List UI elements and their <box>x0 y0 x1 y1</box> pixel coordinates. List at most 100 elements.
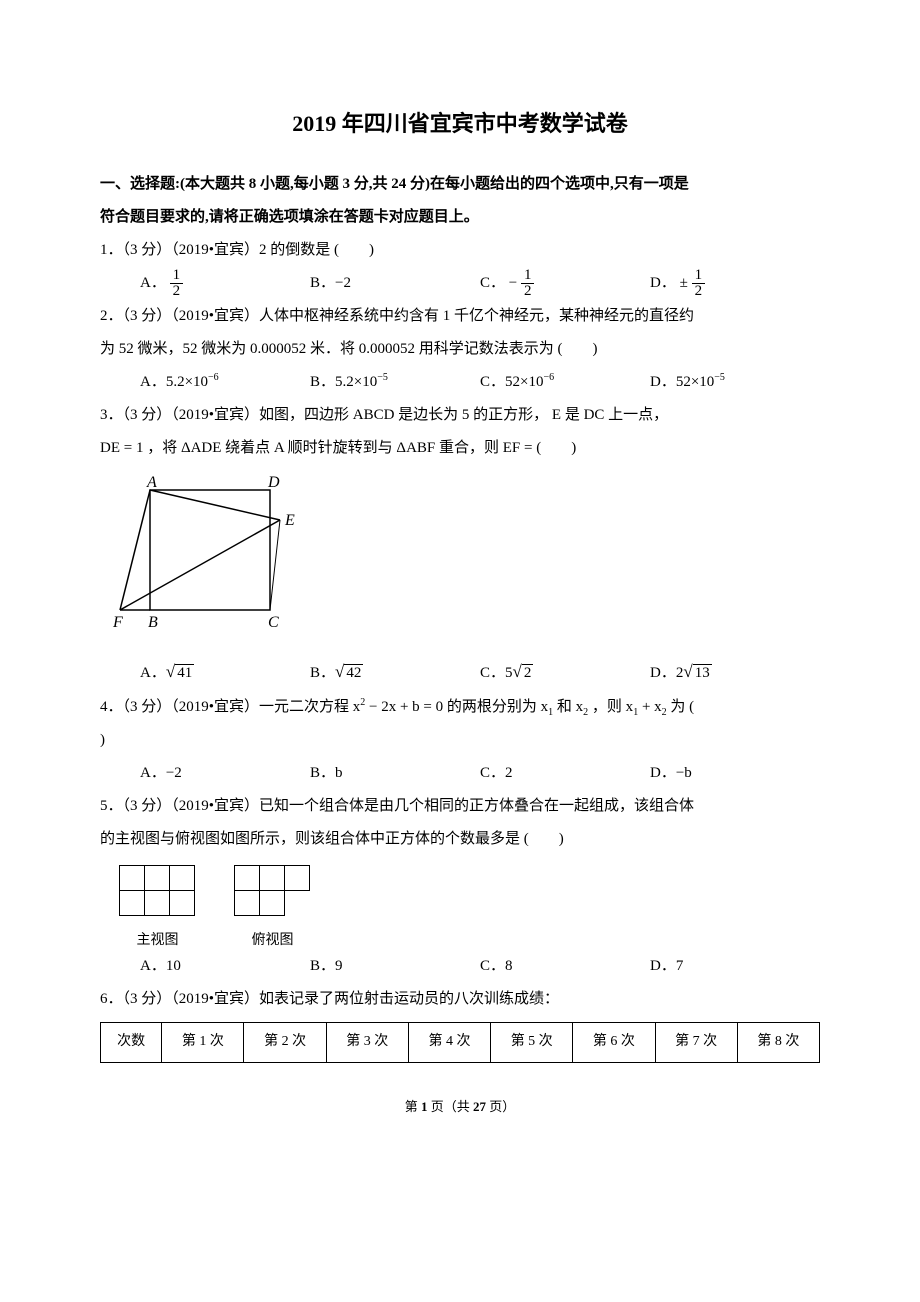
q4-l1-plus: + x <box>638 699 661 715</box>
q3-option-c: C．52 <box>480 653 650 690</box>
q3-b-pre: B． <box>310 665 335 681</box>
q6-table: 次数 第 1 次 第 2 次 第 3 次 第 4 次 第 5 次 第 6 次 第… <box>100 1022 820 1063</box>
q2-d-pre: D．52×10 <box>650 374 714 390</box>
q1-d-sign: ± <box>680 275 688 291</box>
q2-stem-l2: 为 52 微米，52 微米为 0.000052 米．将 0.000052 用科学… <box>100 333 820 366</box>
q4-option-d: D．−b <box>650 757 820 790</box>
q5-stem-l2: 的主视图与俯视图如图所示，则该组合体中正方体的个数最多是 ( ) <box>100 823 820 856</box>
exam-title: 2019 年四川省宜宾市中考数学试卷 <box>100 100 820 148</box>
q6-stem: 6．（3 分）（2019•宜宾）如表记录了两位射击运动员的八次训练成绩： <box>100 983 820 1016</box>
q1-d-label: D． <box>650 275 676 291</box>
q3-a-sqrt: 41 <box>166 653 194 690</box>
q3-option-b: B．42 <box>310 653 480 690</box>
q3-label-f: F <box>112 614 123 631</box>
q4-l1-post: ，则 x <box>588 699 633 715</box>
q4-option-c: C．2 <box>480 757 650 790</box>
q5-option-b: B．9 <box>310 950 480 983</box>
q4-l1-end: 为 ( <box>667 699 695 715</box>
q1-c-frac: 1 2 <box>521 268 535 299</box>
footer-pre: 第 <box>405 1099 421 1114</box>
q5-options: A．10 B．9 C．8 D．7 <box>140 950 820 983</box>
q2-a-pre: A．5.2×10 <box>140 374 208 390</box>
q3-label-d: D <box>267 475 280 491</box>
q5-front-label: 主视图 <box>120 931 195 951</box>
q1-stem: 1．（3 分）（2019•宜宾）2 的倒数是 ( ) <box>100 234 820 267</box>
q2-option-a: A．5.2×10−6 <box>140 366 310 399</box>
section-1-header: 一、选择题:(本大题共 8 小题,每小题 3 分,共 24 分)在每小题给出的四… <box>100 168 820 234</box>
q4-stem-l1: 4．（3 分）（2019•宜宾）一元二次方程 x2 − 2x + b = 0 的… <box>100 691 820 724</box>
q3-diagram: A D E C B F <box>110 475 300 635</box>
q1-option-a: A． 1 2 <box>140 267 310 300</box>
q5-top-grid <box>235 866 310 916</box>
q2-options: A．5.2×10−6 B．5.2×10−5 C．52×10−6 D．52×10−… <box>140 366 820 399</box>
question-1: 1．（3 分）（2019•宜宾）2 的倒数是 ( ) A． 1 2 B．−2 C… <box>100 234 820 300</box>
section-1-header-line1: 一、选择题:(本大题共 8 小题,每小题 3 分,共 24 分)在每小题给出的四… <box>100 176 689 192</box>
q3-label-a: A <box>146 475 157 491</box>
q3-figure: A D E C B F <box>110 475 820 648</box>
q3-d-pre: D．2 <box>650 665 683 681</box>
q5-option-d: D．7 <box>650 950 820 983</box>
q3-label-e: E <box>284 512 295 529</box>
q3-a-pre: A． <box>140 665 166 681</box>
section-1-header-line2: 符合题目要求的,请将正确选项填涂在答题卡对应题目上。 <box>100 209 479 225</box>
q4-l1-mid: − 2x + b = 0 的两根分别为 x <box>365 699 548 715</box>
q3-options: A． 41 B．42 C．52 D．213 <box>140 653 820 690</box>
question-6: 6．（3 分）（2019•宜宾）如表记录了两位射击运动员的八次训练成绩： 次数 … <box>100 983 820 1063</box>
q4-l1-pre: 4．（3 分）（2019•宜宾）一元二次方程 x <box>100 699 360 715</box>
q3-label-b: B <box>148 614 158 631</box>
q4-l1-and: 和 x <box>553 699 583 715</box>
q6-th-7: 第 7 次 <box>655 1023 737 1063</box>
q3-b-sqrt: 42 <box>335 653 363 690</box>
q2-b-exp: −5 <box>377 372 388 383</box>
q1-c-label: C． <box>480 275 505 291</box>
q3-c-sqrt: 2 <box>513 653 534 690</box>
q1-a-frac: 1 2 <box>170 268 184 299</box>
q1-c-num: 1 <box>521 268 535 284</box>
q6-th-6: 第 6 次 <box>573 1023 655 1063</box>
question-5: 5．（3 分）（2019•宜宾）已知一个组合体是由几个相同的正方体叠合在一起组成… <box>100 790 820 984</box>
q6-th-8: 第 8 次 <box>737 1023 819 1063</box>
q6-th-2: 第 2 次 <box>244 1023 326 1063</box>
q5-top-label: 俯视图 <box>235 931 310 951</box>
q1-d-den: 2 <box>692 284 706 299</box>
q6-th-3: 第 3 次 <box>326 1023 408 1063</box>
q3-option-a: A． 41 <box>140 653 310 690</box>
q2-c-pre: C．52×10 <box>480 374 543 390</box>
q4-options: A．−2 B．b C．2 D．−b <box>140 757 820 790</box>
q2-c-exp: −6 <box>543 372 554 383</box>
q6-th-0: 次数 <box>101 1023 162 1063</box>
q5-figure: 主视图 俯视图 <box>120 866 820 951</box>
q6-th-5: 第 5 次 <box>491 1023 573 1063</box>
q2-stem-l1: 2．（3 分）（2019•宜宾）人体中枢神经系统中约含有 1 千亿个神经元，某种… <box>100 300 820 333</box>
q1-option-b: B．−2 <box>310 267 480 300</box>
q1-a-num: 1 <box>170 268 184 284</box>
q6-th-4: 第 4 次 <box>408 1023 490 1063</box>
q5-front-grid <box>120 866 195 916</box>
q4-option-b: B．b <box>310 757 480 790</box>
page-footer: 第 1 页（共 27 页） <box>100 1093 820 1122</box>
q1-a-den: 2 <box>170 284 184 299</box>
q3-c-rad: 2 <box>522 664 534 681</box>
q6-table-header-row: 次数 第 1 次 第 2 次 第 3 次 第 4 次 第 5 次 第 6 次 第… <box>101 1023 820 1063</box>
q2-a-exp: −6 <box>208 372 219 383</box>
q3-label-c: C <box>268 614 279 631</box>
q2-b-pre: B．5.2×10 <box>310 374 377 390</box>
q3-stem-l1: 3．（3 分）（2019•宜宾）如图，四边形 ABCD 是边长为 5 的正方形，… <box>100 399 820 432</box>
q2-option-d: D．52×10−5 <box>650 366 820 399</box>
q1-d-num: 1 <box>692 268 706 284</box>
footer-total: 27 <box>473 1099 486 1114</box>
q5-option-c: C．8 <box>480 950 650 983</box>
question-4: 4．（3 分）（2019•宜宾）一元二次方程 x2 − 2x + b = 0 的… <box>100 691 820 790</box>
q3-d-sqrt: 13 <box>683 653 711 690</box>
q4-option-a: A．−2 <box>140 757 310 790</box>
q3-a-rad: 41 <box>175 664 194 681</box>
q1-d-frac: 1 2 <box>692 268 706 299</box>
q5-stem-l1: 5．（3 分）（2019•宜宾）已知一个组合体是由几个相同的正方体叠合在一起组成… <box>100 790 820 823</box>
q1-options: A． 1 2 B．−2 C． − 1 2 D． ± 1 2 <box>140 267 820 300</box>
q5-top-view: 俯视图 <box>235 866 310 951</box>
question-3: 3．（3 分）（2019•宜宾）如图，四边形 ABCD 是边长为 5 的正方形，… <box>100 399 820 690</box>
q6-th-1: 第 1 次 <box>162 1023 244 1063</box>
q3-option-d: D．213 <box>650 653 820 690</box>
q2-d-exp: −5 <box>714 372 725 383</box>
q1-option-c: C． − 1 2 <box>480 267 650 300</box>
